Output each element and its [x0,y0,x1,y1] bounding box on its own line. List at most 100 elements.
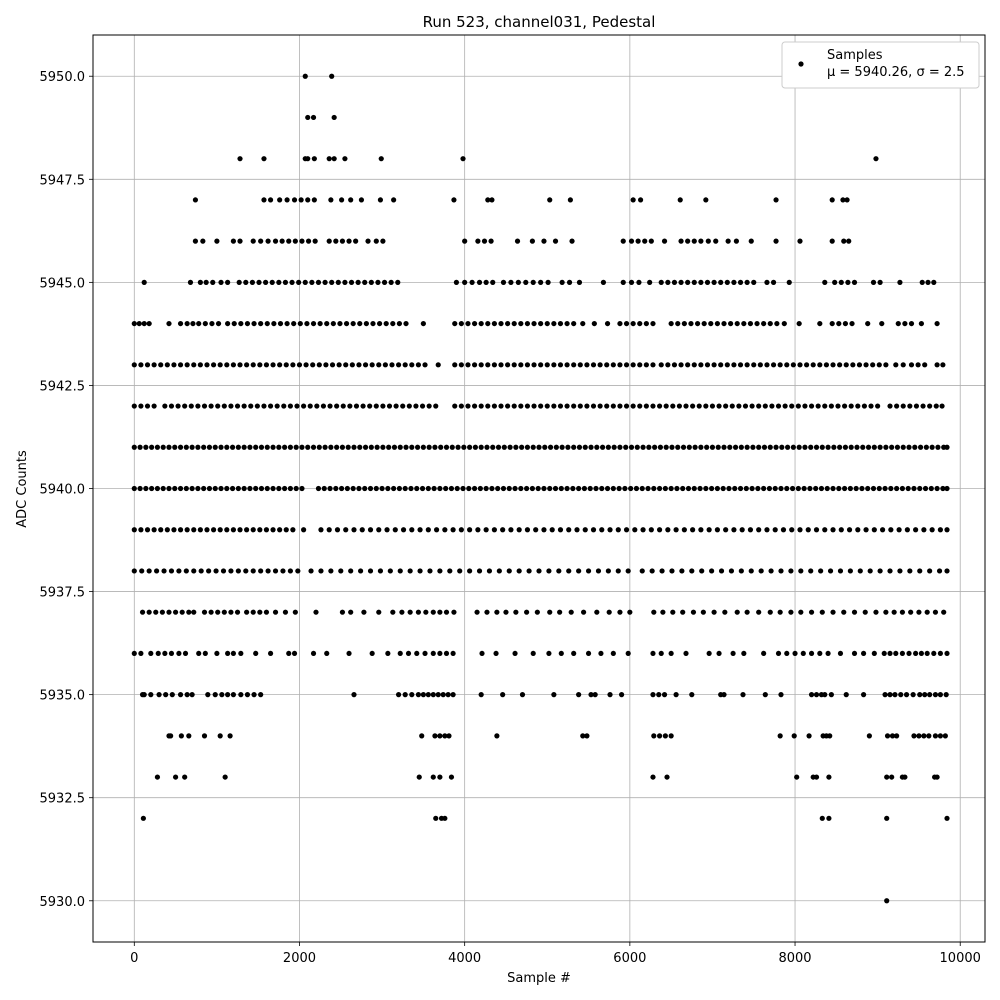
data-point [533,527,539,533]
data-point [588,692,594,698]
data-point [739,527,745,533]
data-point [437,650,443,657]
data-point [230,650,237,657]
data-point [454,485,460,492]
data-point [200,238,206,244]
data-point [860,444,866,450]
data-point [175,403,181,409]
data-point [465,403,471,409]
data-point [432,444,438,450]
y-tick-label: 5937.5 [40,586,86,601]
data-point [287,568,293,574]
data-point [732,444,739,450]
data-point [937,692,944,698]
data-point [837,362,843,368]
data-point [144,527,151,533]
data-point [230,692,237,698]
data-point [455,444,461,450]
data-point [430,774,436,780]
data-point [270,362,276,368]
data-point [146,320,152,327]
data-point [939,403,945,409]
data-point [379,485,385,492]
data-point [767,609,773,615]
data-point [934,320,940,327]
data-point [204,362,210,368]
data-point [234,609,241,615]
data-point [775,650,782,657]
data-point [929,444,935,450]
data-point [700,609,706,615]
y-tick-label: 5950.0 [40,70,86,85]
data-point [151,362,157,368]
data-point [168,733,174,739]
data-point [328,197,334,203]
data-point [310,650,317,657]
data-point [551,692,557,698]
data-point [249,279,256,285]
data-point [932,609,939,615]
data-point [146,609,152,615]
data-point [209,320,215,327]
data-point [671,362,678,368]
data-point [718,362,724,368]
data-point [458,527,464,533]
data-point [744,609,750,615]
data-point [908,320,915,327]
data-point [788,568,794,574]
data-point [168,403,175,409]
data-point [390,320,396,327]
data-point [841,485,848,492]
data-point [302,279,308,285]
data-point [225,279,231,285]
data-point [430,692,436,698]
x-tick-label: 0 [130,951,138,966]
data-point [458,403,464,409]
data-point [282,279,289,285]
data-point [784,485,790,492]
data-point [205,692,211,698]
data-point [197,362,203,368]
data-point [365,238,371,244]
data-point [131,362,137,368]
data-point [419,733,425,739]
data-point [305,444,311,450]
y-tick-label: 5940.0 [40,483,86,498]
data-point [625,568,631,574]
data-point [305,197,311,203]
data-point [269,279,275,285]
data-point [495,485,501,492]
data-point [843,692,849,698]
data-point [376,527,382,533]
data-point [841,609,847,615]
data-point [253,650,259,657]
data-point [591,320,597,327]
data-point [289,279,295,285]
data-point [691,485,697,492]
data-point [498,362,504,368]
data-point [928,485,934,492]
data-point [443,444,450,450]
data-point [884,815,890,821]
data-point [230,362,237,368]
data-point [206,444,213,450]
data-point [931,279,937,285]
data-point [222,774,228,780]
data-point [635,238,641,244]
data-point [327,403,333,409]
data-point [215,403,221,409]
data-point [391,197,397,203]
data-point [808,568,814,574]
data-point [177,320,184,327]
data-point [362,279,368,285]
data-point [918,320,925,327]
data-point [196,650,202,657]
data-point [582,444,588,450]
data-point [301,527,307,533]
data-point [887,403,893,409]
data-point [405,650,412,657]
data-point [430,650,436,657]
data-point [851,609,858,615]
data-point [647,279,653,285]
data-point [235,485,241,492]
